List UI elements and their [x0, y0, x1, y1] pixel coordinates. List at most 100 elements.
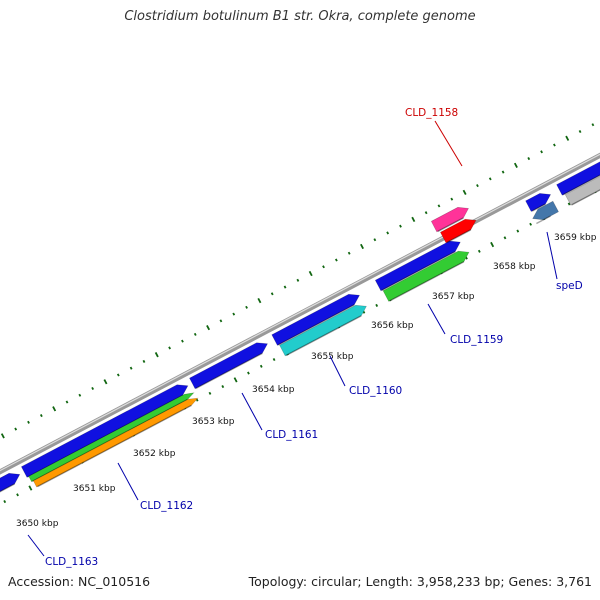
inner-tick — [208, 391, 212, 395]
outer-tick — [283, 285, 287, 289]
gene-cld-1161-shade — [195, 352, 263, 389]
outer-tick — [462, 189, 467, 196]
gene-label: CLD_1158 — [405, 107, 458, 119]
tick-label: 3653 kbp — [192, 417, 235, 427]
backbone-line — [0, 152, 600, 475]
outer-tick — [322, 265, 325, 269]
outer-tick — [65, 400, 69, 404]
gene-label-leader — [427, 303, 446, 335]
gene-label: CLD_1160 — [349, 385, 402, 397]
genome-backbone — [0, 152, 600, 475]
outer-tick — [424, 211, 428, 215]
outer-tick — [334, 258, 338, 262]
gene-cyan-1160-shade — [285, 315, 362, 357]
inner-tick — [259, 364, 263, 368]
gene-spe-right-shade — [562, 174, 600, 196]
outer-tick — [181, 339, 184, 343]
outer-tick — [193, 332, 197, 336]
outer-tick — [219, 319, 223, 323]
inner-tick — [503, 236, 507, 240]
gene-green-1159 — [382, 250, 470, 302]
outer-tick — [39, 414, 43, 418]
gene-green-1162 — [28, 392, 195, 483]
inner-tick — [233, 377, 238, 383]
topology-summary: Topology: circular; Length: 3,958,233 bp… — [248, 574, 592, 589]
gene-cld-1162 — [20, 384, 189, 478]
inner-tick — [375, 303, 379, 307]
gene-cld-1160-shade — [277, 304, 355, 346]
gene-cyan-1160 — [279, 304, 367, 357]
gene-label: CLD_1163 — [45, 556, 98, 568]
accession-text: Accession: NC_010516 — [8, 574, 151, 589]
outer-tick — [245, 305, 248, 309]
gene-cld-1159 — [374, 240, 461, 292]
outer-tick — [257, 297, 262, 304]
tick-label: 3659 kbp — [554, 233, 597, 243]
outer-tick — [91, 386, 95, 391]
tick-label: 3657 kbp — [432, 292, 475, 302]
outer-tick — [142, 359, 146, 363]
outer-tick — [476, 184, 479, 188]
gene-cld-1159-shade — [381, 250, 456, 292]
inner-tick — [195, 398, 199, 402]
gene-cld-1158-pink-shade — [437, 217, 464, 233]
gene-cld-1161 — [189, 342, 268, 390]
gene-green-1162-shade — [32, 398, 188, 482]
tick-label: 3651 kbp — [73, 484, 116, 494]
gene-label-leader — [329, 355, 346, 387]
gene-orange-1162 — [32, 397, 199, 488]
outer-tick — [129, 366, 133, 370]
inner-tick — [272, 358, 276, 362]
gene-label-leader — [117, 462, 139, 501]
gene-cld-1158-red-shade — [446, 229, 472, 244]
gene-steelblue-sped-shade — [536, 215, 551, 225]
gene-label-leader — [434, 120, 463, 167]
gene-cld-1163-shade — [0, 483, 15, 493]
outer-tick — [450, 197, 454, 201]
tick-label: 3656 kbp — [371, 321, 414, 331]
gene-label-leader — [27, 534, 45, 557]
map-title: Clostridium botulinum B1 str. Okra, comp… — [124, 9, 476, 24]
gene-cld-1158-pink — [430, 206, 469, 233]
inner-tick — [490, 241, 495, 248]
outer-tick — [103, 379, 108, 385]
outer-tick — [591, 123, 595, 127]
outer-tick — [540, 150, 543, 154]
inner-tick — [529, 222, 533, 226]
inner-tick — [221, 385, 225, 389]
gene-cld-1163 — [0, 472, 21, 492]
inner-tick — [247, 371, 250, 375]
outer-tick — [527, 157, 531, 161]
backbone-highlight — [0, 153, 600, 472]
outer-tick — [501, 170, 505, 174]
gene-label: CLD_1162 — [140, 500, 193, 512]
tick-label: 3652 kbp — [133, 449, 176, 459]
inner-tick — [516, 229, 520, 233]
inner-tick — [3, 500, 7, 504]
inner-tick — [16, 493, 19, 497]
outer-tick — [411, 216, 416, 223]
tick-label: 3658 kbp — [493, 262, 536, 272]
outer-tick — [206, 324, 211, 331]
gene-cld-1158-red — [439, 218, 477, 244]
outer-tick — [553, 143, 556, 147]
outer-tick — [296, 278, 300, 282]
outer-tick — [270, 292, 274, 296]
outer-tick — [154, 352, 159, 358]
outer-tick — [488, 177, 492, 181]
outer-tick — [513, 162, 518, 168]
gene-green-1159-shade — [389, 261, 465, 302]
gene-features — [0, 161, 600, 493]
gene-spe-small — [525, 193, 552, 212]
outer-tick — [0, 433, 5, 439]
outer-tick — [27, 420, 30, 424]
gene-label: speD — [556, 280, 583, 292]
outer-tick — [116, 373, 120, 377]
outer-tick — [437, 204, 441, 208]
gene-orange-1162-shade — [37, 404, 192, 488]
gene-spe-small-shade — [531, 203, 546, 212]
gene-gray-right-shade — [571, 189, 600, 206]
tick-label: 3655 kbp — [311, 352, 354, 362]
